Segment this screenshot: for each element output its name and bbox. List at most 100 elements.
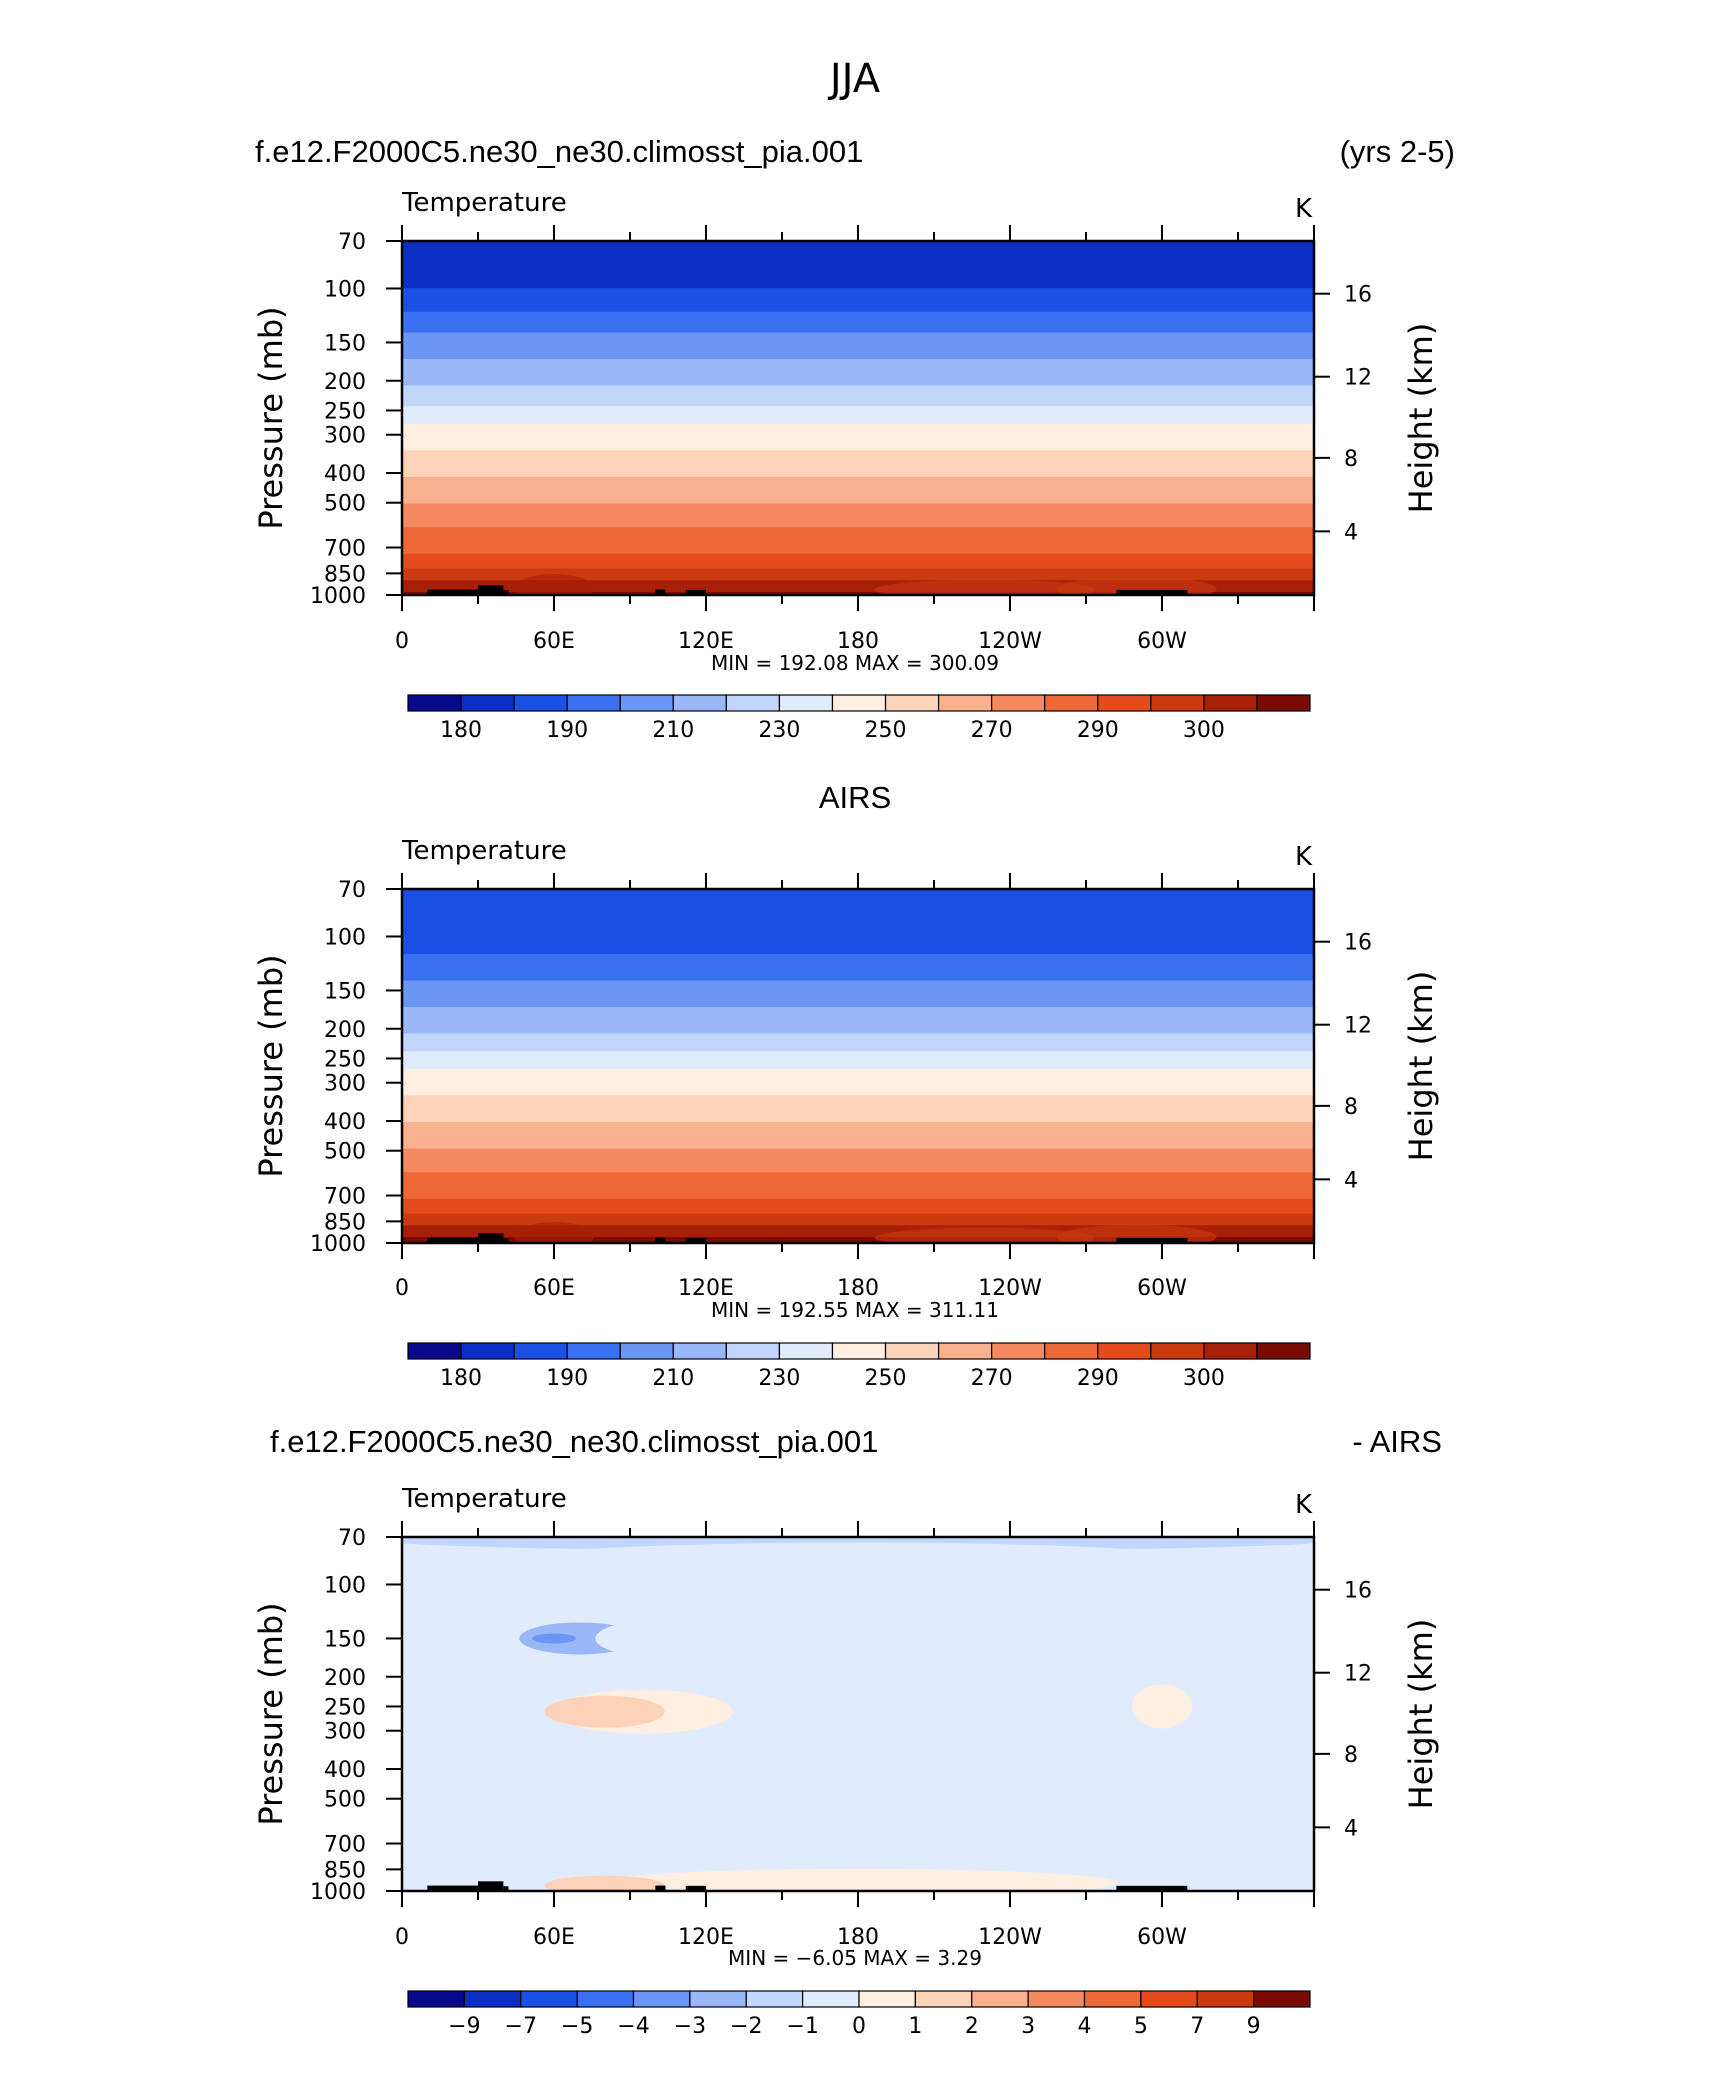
x-tick-label: 60W	[1137, 1276, 1187, 1301]
contour-band	[402, 1186, 1314, 1191]
y-tick-label: 70	[338, 230, 366, 255]
contour-band	[402, 1033, 1314, 1038]
contour-band	[402, 1201, 1314, 1206]
x-tick-label: 120W	[978, 1925, 1042, 1950]
y2-tick-label: 16	[1344, 283, 1372, 308]
x-tick-label: 0	[395, 1925, 409, 1950]
contour-band	[402, 1039, 1314, 1043]
obs-title: AIRS	[819, 780, 891, 815]
contour-band	[402, 1092, 1314, 1097]
colorbar-label: 230	[758, 718, 800, 743]
contour-band	[402, 536, 1314, 540]
colorbar-box	[831, 694, 887, 712]
contour-band	[402, 468, 1314, 472]
contour-band	[402, 930, 1314, 934]
y-tick-label: 1000	[310, 1232, 366, 1257]
colorbar-label: 1	[908, 2014, 922, 2039]
colorbar-box	[619, 694, 674, 712]
y-tick-label: 200	[324, 370, 366, 395]
contour-band	[402, 356, 1314, 360]
contour-band	[402, 571, 1314, 575]
colorbar-label: −5	[561, 2014, 593, 2039]
contour-band	[402, 1160, 1314, 1164]
contour-band	[402, 1054, 1314, 1058]
contour-band	[402, 323, 1314, 328]
contour-band	[402, 453, 1314, 457]
contour-band	[402, 418, 1314, 422]
contour-band	[402, 474, 1314, 478]
contour-field	[402, 1537, 1314, 1891]
contour-band	[402, 429, 1314, 434]
colorbar-box	[802, 1990, 860, 2008]
contour-band	[402, 243, 1314, 248]
contour-band	[402, 1036, 1314, 1041]
contour-band	[402, 397, 1314, 401]
contour-band	[402, 1015, 1314, 1020]
y2-tick-label: 4	[1344, 1168, 1358, 1193]
x-tick-label: 60E	[533, 629, 575, 654]
contour-band	[402, 512, 1314, 516]
contour-band	[402, 1083, 1314, 1088]
topography	[478, 1233, 504, 1243]
contour-band	[402, 497, 1314, 502]
contour-band	[402, 956, 1314, 961]
colorbar-box	[991, 1342, 1046, 1360]
contour-band	[402, 568, 1314, 572]
contour-blob	[1142, 1554, 1283, 1615]
contour-band	[402, 1184, 1314, 1188]
x-tick-label: 0	[395, 629, 409, 654]
topography	[685, 589, 706, 595]
years-label: (yrs 2-5)	[1340, 134, 1455, 169]
contour-blob	[514, 1222, 594, 1243]
colorbar-box	[745, 1990, 804, 2008]
contour-band	[402, 986, 1314, 990]
topography	[427, 589, 478, 595]
contour-band	[402, 1024, 1314, 1029]
y-tick-label: 500	[324, 1140, 366, 1165]
contour-band	[402, 373, 1314, 378]
colorbar-label: 250	[865, 718, 907, 743]
contour-field	[402, 889, 1314, 1243]
contour-band	[402, 538, 1314, 543]
contour-band	[402, 1086, 1314, 1091]
x-tick-label: 120E	[678, 629, 734, 654]
contour-band	[402, 359, 1314, 363]
colorbar-label: −2	[730, 2014, 762, 2039]
contour-band	[402, 950, 1314, 955]
contour-band	[402, 367, 1314, 372]
contour-band	[402, 1001, 1314, 1005]
contour-band	[402, 589, 1314, 593]
colorbar-label: 190	[546, 718, 588, 743]
contour-band	[402, 364, 1314, 369]
contour-band	[402, 270, 1314, 275]
y-tick-label: 150	[324, 1627, 366, 1652]
contour-band	[402, 580, 1314, 584]
x-tick-label: 60W	[1137, 629, 1187, 654]
contour-band	[402, 415, 1314, 419]
units-label: K	[1295, 1490, 1313, 1520]
contour-band	[402, 889, 1314, 893]
y2-tick-label: 8	[1344, 1095, 1358, 1120]
contour-band	[402, 444, 1314, 449]
contour-band	[402, 273, 1314, 277]
contour-band	[402, 1045, 1314, 1049]
x-tick-label: 60E	[533, 1276, 575, 1301]
colorbar-label: 4	[1078, 2014, 1092, 2039]
contour-band	[402, 565, 1314, 570]
colorbar-label: 210	[652, 718, 694, 743]
contour-band	[402, 285, 1314, 289]
x-tick-label: 180	[837, 1925, 879, 1950]
panel-label: Temperature	[401, 188, 567, 218]
contour-band	[402, 927, 1314, 931]
y-tick-label: 250	[324, 1047, 366, 1072]
contour-band	[402, 933, 1314, 937]
colorbar-box	[1083, 1990, 1142, 2008]
contour-band	[402, 995, 1314, 999]
contour-band	[402, 1021, 1314, 1026]
contour-band	[402, 968, 1314, 973]
contour-band	[402, 586, 1314, 590]
contour-band	[402, 998, 1314, 1002]
colorbar-box	[1150, 694, 1205, 712]
contour-band	[402, 1169, 1314, 1173]
contour-band	[402, 906, 1314, 911]
